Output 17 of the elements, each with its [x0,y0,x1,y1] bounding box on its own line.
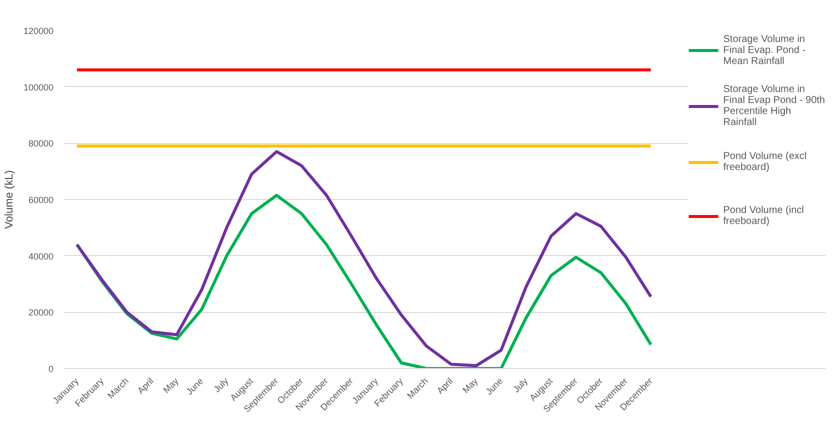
y-tick-label: 60000 [28,195,54,205]
x-tick-label: July [511,376,530,394]
y-tick-label: 40000 [28,251,54,262]
x-tick-label: May [460,376,480,396]
legend-label: Storage Volume in Final Evap Pond - 90th Percentile High Rainfall [723,84,825,128]
x-tick-label: July [212,376,231,394]
legend-label: Pond Volume (incl freeboard) [723,204,804,229]
legend-label: Pond Volume (excl freeboard) [723,150,807,175]
y-tick-label: 80000 [28,138,54,149]
y-tick-label: 120000 [23,26,54,36]
y-tick-label: 0 [48,364,54,374]
x-tick-label: May [161,376,181,396]
y-axis-title: Volume (kL) [3,170,16,229]
y-tick-label: 100000 [23,82,54,92]
legend-label: Storage Volume in Final Evap. Pond - Mean Rainfall [723,32,806,68]
line-series [75,150,652,368]
y-tick-label: 20000 [28,308,54,318]
